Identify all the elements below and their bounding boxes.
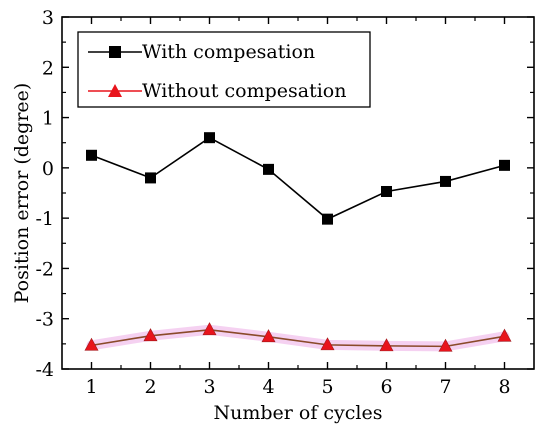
legend-label-with-compesation: With compesation — [142, 41, 315, 63]
data-point-with-compesation — [263, 163, 274, 175]
data-point-with-compesation — [86, 149, 97, 161]
x-tick-label: 2 — [144, 376, 156, 398]
y-tick-label: 0 — [42, 158, 54, 180]
legend-marker-triangle-icon — [108, 84, 122, 97]
data-point-with-compesation — [440, 175, 451, 187]
x-tick-label: 5 — [321, 376, 333, 398]
x-tick-label: 1 — [85, 376, 97, 398]
data-point-without-compesation — [84, 337, 99, 351]
data-point-with-compesation — [499, 159, 510, 171]
data-point-without-compesation — [261, 329, 276, 343]
axis-ticks: 1 2 3 4 5 6 7 8 3 2 1 0 -1 -2 -3 -4 — [35, 7, 534, 398]
series-layer — [84, 132, 512, 352]
x-axis-title: Number of cycles — [213, 402, 382, 424]
data-point-without-compesation — [143, 328, 158, 342]
data-point-without-compesation — [438, 338, 453, 352]
legend-box — [77, 31, 371, 108]
x-tick-label: 3 — [203, 376, 215, 398]
series-line-without-compesation — [91, 328, 505, 348]
x-tick-label: 8 — [498, 376, 510, 398]
y-tick-label: -1 — [35, 208, 54, 230]
data-point-with-compesation — [204, 132, 215, 144]
x-tick-label: 6 — [380, 376, 392, 398]
x-tick-label: 4 — [262, 376, 274, 398]
data-point-without-compesation — [497, 328, 512, 342]
y-tick-label: 2 — [42, 57, 54, 79]
data-point-without-compesation — [379, 338, 394, 352]
x-tick-label: 7 — [439, 376, 451, 398]
data-point-with-compesation — [381, 185, 392, 197]
series-line-with-compesation — [91, 136, 505, 221]
legend-label-without-compesation: Without compesation — [142, 80, 346, 102]
data-point-without-compesation — [202, 322, 217, 336]
y-tick-label: -4 — [35, 359, 54, 381]
y-axis-title: Position error (degree) — [11, 83, 33, 304]
y-tick-label: 3 — [42, 7, 54, 29]
legend-marker-square-icon — [109, 46, 121, 58]
data-point-with-compesation — [145, 172, 156, 184]
data-point-with-compesation — [322, 213, 333, 225]
legend: With compesation Without compesation — [77, 31, 371, 108]
y-tick-label: 1 — [42, 108, 54, 130]
y-tick-label: -3 — [35, 309, 54, 331]
data-point-without-compesation — [320, 337, 335, 351]
y-tick-label: -2 — [35, 258, 54, 280]
